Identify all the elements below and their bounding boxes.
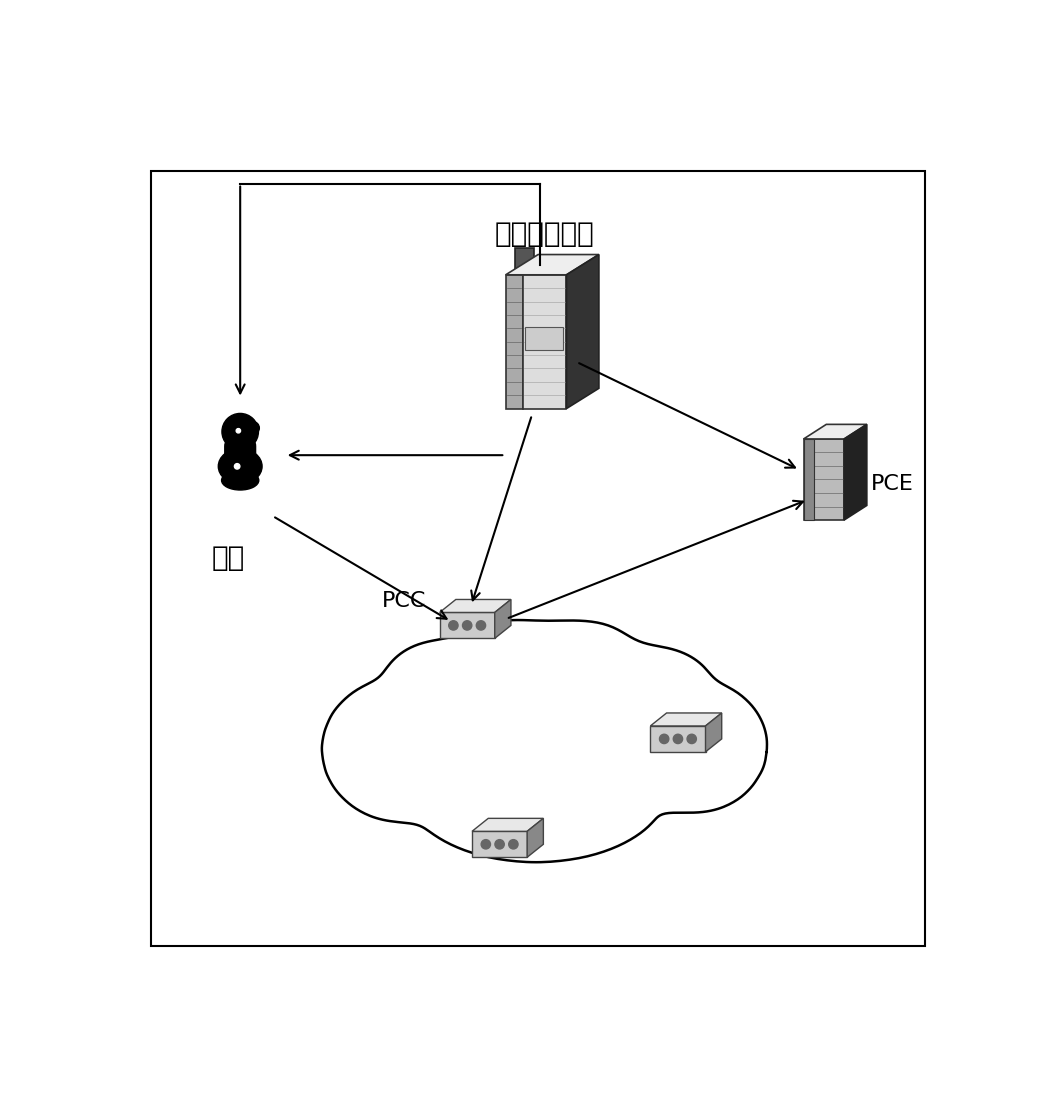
Ellipse shape: [405, 715, 667, 863]
Text: PCC: PCC: [382, 591, 427, 612]
Polygon shape: [651, 726, 705, 752]
Circle shape: [449, 620, 458, 630]
Circle shape: [236, 429, 241, 433]
Circle shape: [674, 734, 683, 744]
Polygon shape: [505, 255, 599, 274]
Circle shape: [508, 840, 518, 849]
Ellipse shape: [321, 676, 488, 823]
Circle shape: [481, 840, 491, 849]
Text: 流量分析系统: 流量分析系统: [495, 220, 594, 248]
Polygon shape: [439, 599, 510, 613]
Polygon shape: [472, 819, 543, 831]
Polygon shape: [567, 255, 599, 409]
Circle shape: [247, 422, 259, 434]
Ellipse shape: [513, 617, 646, 731]
Ellipse shape: [219, 449, 263, 484]
Polygon shape: [516, 248, 533, 402]
FancyBboxPatch shape: [151, 172, 925, 946]
Polygon shape: [525, 327, 563, 349]
Circle shape: [462, 620, 472, 630]
Ellipse shape: [222, 471, 258, 490]
Polygon shape: [651, 713, 722, 726]
Ellipse shape: [446, 617, 579, 731]
Circle shape: [687, 734, 697, 744]
Circle shape: [659, 734, 668, 744]
Polygon shape: [505, 274, 523, 409]
Circle shape: [495, 840, 504, 849]
Ellipse shape: [381, 659, 691, 852]
Polygon shape: [472, 831, 527, 857]
Text: PCE: PCE: [871, 474, 914, 494]
Text: 用户: 用户: [211, 544, 245, 572]
Polygon shape: [439, 613, 495, 638]
Polygon shape: [523, 274, 567, 409]
Polygon shape: [803, 439, 844, 520]
Polygon shape: [705, 713, 722, 752]
Polygon shape: [844, 424, 867, 520]
Circle shape: [234, 464, 240, 469]
Ellipse shape: [379, 638, 513, 747]
Polygon shape: [527, 819, 543, 857]
Polygon shape: [495, 599, 510, 638]
Ellipse shape: [584, 645, 718, 747]
Polygon shape: [803, 439, 814, 520]
Circle shape: [222, 413, 258, 450]
Ellipse shape: [615, 678, 768, 814]
FancyBboxPatch shape: [225, 439, 255, 464]
Circle shape: [476, 620, 485, 630]
Polygon shape: [803, 424, 867, 439]
